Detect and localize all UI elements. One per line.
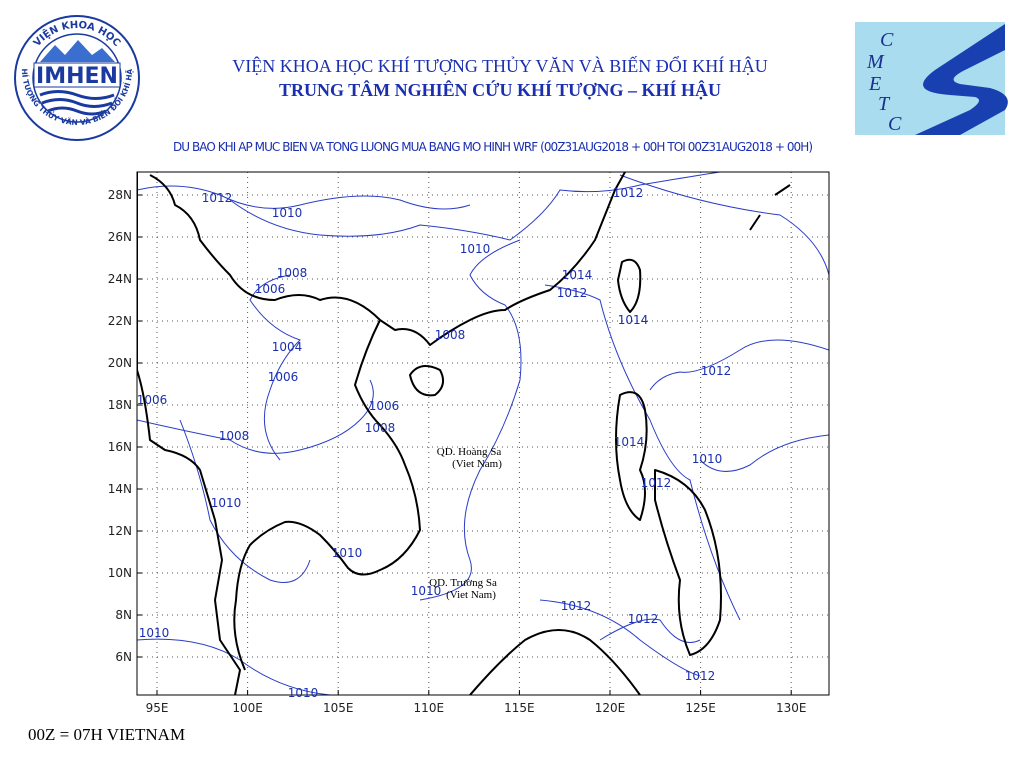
isobar-label: 1014 (562, 268, 593, 282)
lat-tick-label: 18N (108, 398, 132, 412)
place-country: (Viet Nam) (452, 458, 502, 470)
lat-tick-label: 14N (108, 482, 132, 496)
isobar-label: 1006 (137, 393, 168, 407)
isobar-label: 1014 (618, 313, 649, 327)
lat-tick-label: 20N (108, 356, 132, 370)
logo-letter: T (878, 93, 891, 115)
isobar-label: 1010 (211, 496, 242, 510)
isobar-label: 1010 (692, 452, 723, 466)
lat-tick-label: 22N (108, 314, 132, 328)
isobar-label: 1012 (628, 612, 659, 626)
logo-letter: E (868, 73, 881, 95)
isobar-label: 1008 (277, 266, 308, 280)
institute-title: VIỆN KHOA HỌC KHÍ TƯỢNG THỦY VĂN VÀ BIẾN… (232, 55, 767, 76)
isobar-label: 1012 (202, 191, 233, 205)
isobar-label: 1006 (369, 399, 400, 413)
isobar-label: 1008 (365, 421, 396, 435)
isobar-label: 1008 (435, 328, 466, 342)
map-frame (136, 171, 830, 696)
lon-tick-label: 95E (146, 701, 169, 715)
map-title: DU BAO KHI AP MUC BIEN VA TONG LUONG MUA… (173, 140, 813, 154)
isobar-label: 1012 (685, 669, 716, 683)
lat-tick-label: 24N (108, 272, 132, 286)
logo-letter: M (866, 51, 885, 73)
isobar-label: 1014 (614, 435, 645, 449)
lat-tick-label: 28N (108, 188, 132, 202)
isobar-label: 1010 (288, 686, 319, 700)
lat-tick-label: 10N (108, 566, 132, 580)
imhen-logo: VIỆN KHOA HỌC KHÍ TƯỢNG THỦY VĂN VÀ BIẾN… (0, 0, 140, 141)
isobar-label: 1012 (557, 286, 588, 300)
isobar-label: 1012 (701, 364, 732, 378)
logo-letter: C (888, 113, 902, 135)
map-content (137, 172, 829, 695)
isobar-label: 1010 (411, 584, 442, 598)
isobar-label: 1006 (255, 282, 286, 296)
lon-tick-label: 115E (504, 701, 535, 715)
isobar-label: 1010 (332, 546, 363, 560)
isobar-label: 1012 (641, 476, 672, 490)
isobar-label: 1008 (219, 429, 250, 443)
isobar-label: 1004 (272, 340, 303, 354)
place-name: QD. Trường Sa (429, 577, 497, 589)
place-name: QD. Hoàng Sa (437, 446, 502, 458)
place-country: (Viet Nam) (446, 589, 496, 601)
lon-tick-label: 110E (414, 701, 445, 715)
lat-tick-label: 12N (108, 524, 132, 538)
isobar-label: 1010 (272, 206, 303, 220)
lat-tick-label: 6N (115, 650, 132, 664)
logo-letter: C (880, 29, 894, 51)
map: 95E 100E 105E 110E 115E 120E 125E 130E 28N 26N 24N… (108, 171, 830, 715)
coastlines (137, 172, 791, 695)
lat-tick-label: 16N (108, 440, 132, 454)
lon-tick-label: 120E (595, 701, 626, 715)
lat-tick-label: 8N (115, 608, 132, 622)
center-title: TRUNG TÂM NGHIÊN CỨU KHÍ TƯỢNG – KHÍ HẬU (279, 79, 721, 100)
lon-tick-label: 130E (776, 701, 807, 715)
isobar-label: 1012 (561, 599, 592, 613)
isobar-label: 1006 (268, 370, 299, 384)
footer-note: 00Z = 07H VIETNAM (28, 725, 185, 744)
lon-tick-label: 105E (323, 701, 354, 715)
logo-name: IMHEN (36, 64, 118, 89)
isobar-label: 1010 (460, 242, 491, 256)
lon-tick-label: 100E (232, 701, 263, 715)
isobar-label: 1010 (139, 626, 170, 640)
isobar-label: 1012 (613, 186, 644, 200)
isobars (137, 172, 829, 695)
lat-tick-label: 26N (108, 230, 132, 244)
lon-tick-label: 125E (685, 701, 716, 715)
